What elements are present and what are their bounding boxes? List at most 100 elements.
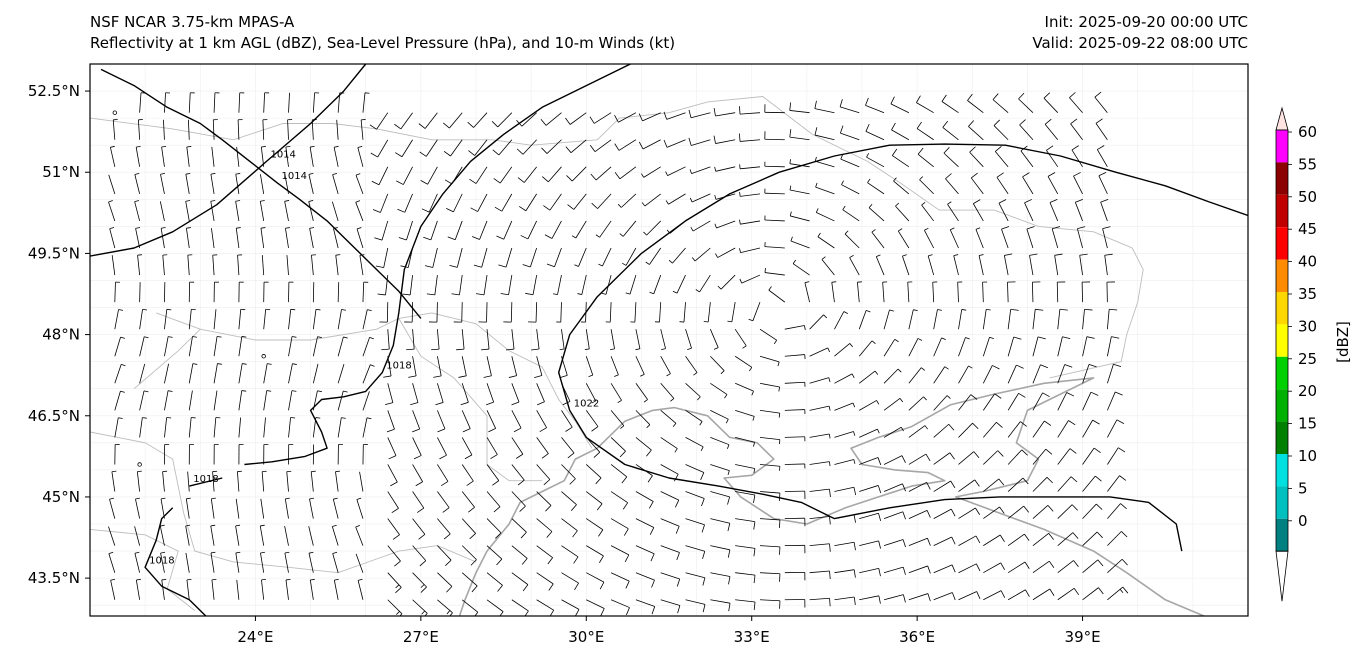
wind-barb xyxy=(187,119,190,140)
wind-barb xyxy=(476,274,488,296)
wind-barb xyxy=(473,247,488,268)
wind-barb xyxy=(834,431,856,438)
colorbar-extend-max xyxy=(1275,106,1289,131)
wind-barb xyxy=(883,309,894,330)
wind-barb xyxy=(531,329,540,351)
wind-barb xyxy=(635,329,641,351)
wind-barb xyxy=(1007,421,1027,438)
colorbar-tick-label: 45 xyxy=(1298,220,1317,238)
wind-barb xyxy=(213,417,221,438)
wind-barb xyxy=(908,565,931,574)
wind-barb xyxy=(332,173,339,194)
wind-barb xyxy=(211,579,217,600)
wind-barb xyxy=(660,491,680,508)
wind-barb xyxy=(1007,589,1030,601)
wind-barb xyxy=(982,393,1002,411)
wind-barb xyxy=(559,329,565,350)
wind-barb xyxy=(520,220,538,240)
colorbar-bin xyxy=(1276,389,1288,422)
wind-barb xyxy=(1102,226,1111,249)
wind-barb xyxy=(739,191,761,197)
wind-barb xyxy=(210,173,216,194)
wind-barb xyxy=(311,254,316,276)
wind-barb xyxy=(238,281,244,303)
wind-barb xyxy=(916,95,934,114)
wind-barb xyxy=(834,343,853,357)
wind-barb xyxy=(235,551,241,573)
wind-barb xyxy=(789,159,810,168)
lon-tick-label: 24°E xyxy=(237,628,273,646)
wind-barb xyxy=(958,451,980,465)
wind-barb xyxy=(577,274,587,295)
wind-barb xyxy=(868,204,885,222)
wind-barb xyxy=(660,464,679,482)
wind-barb xyxy=(1069,92,1083,113)
wind-barb xyxy=(789,185,810,195)
wind-barb xyxy=(834,486,857,496)
wind-barb xyxy=(635,464,653,483)
wind-barb xyxy=(585,383,597,404)
wind-barb xyxy=(919,176,934,195)
wind-barb xyxy=(188,444,194,465)
wind-barb xyxy=(821,256,835,276)
wind-barb xyxy=(451,275,463,296)
wind-barb xyxy=(1104,253,1113,276)
wind-barb xyxy=(739,219,761,225)
wind-barb xyxy=(614,139,637,151)
wind-barb xyxy=(735,572,756,584)
wind-barb xyxy=(1107,447,1126,465)
colorbar-bin xyxy=(1276,454,1288,487)
wind-barb xyxy=(518,193,537,212)
wind-barb xyxy=(1094,91,1108,113)
wind-barb xyxy=(584,329,590,351)
wind-barb xyxy=(839,125,860,141)
wind-barb xyxy=(610,545,630,563)
wind-barb xyxy=(423,220,438,241)
wind-barb xyxy=(284,497,290,519)
wind-barb xyxy=(895,202,910,222)
wind-barb xyxy=(213,336,222,357)
wind-barb xyxy=(262,119,268,140)
wind-barb xyxy=(496,220,513,240)
wind-barb xyxy=(834,402,856,411)
wind-barb xyxy=(485,383,495,406)
wind-barb xyxy=(110,145,116,167)
coastlines xyxy=(458,377,1205,616)
lon-tick-label: 33°E xyxy=(734,628,770,646)
wind-barb xyxy=(536,410,547,433)
wind-barb xyxy=(1032,448,1053,465)
wind-barb xyxy=(337,309,347,330)
wind-barb xyxy=(713,108,736,117)
wind-barb xyxy=(561,464,576,485)
wind-barb xyxy=(164,336,173,357)
wind-barb xyxy=(968,120,984,141)
wind-barb xyxy=(337,444,343,465)
wind-barb xyxy=(883,368,902,384)
wind-barb xyxy=(610,518,629,536)
wind-barb xyxy=(921,201,935,222)
wind-barb xyxy=(610,356,619,377)
wind-barb xyxy=(402,275,413,296)
wind-barb xyxy=(574,247,587,267)
wind-barb xyxy=(933,480,956,492)
wind-barb xyxy=(213,390,218,411)
wind-barb xyxy=(857,281,862,303)
wind-barb xyxy=(135,578,141,600)
wind-barb xyxy=(605,302,612,323)
wind-barb xyxy=(759,572,781,582)
wind-barb xyxy=(831,281,837,303)
wind-barb xyxy=(739,274,761,284)
wind-barb xyxy=(335,470,341,492)
wind-barb xyxy=(635,545,655,562)
wind-barb xyxy=(1073,172,1083,195)
wind-barb xyxy=(883,483,906,492)
wind-barb xyxy=(891,122,910,141)
wind-barb xyxy=(840,154,860,168)
wind-barb xyxy=(1032,588,1055,601)
wind-barb xyxy=(412,437,422,460)
wind-barb xyxy=(362,92,370,113)
wind-barb xyxy=(908,481,931,492)
calm-marker xyxy=(137,462,142,467)
wind-barb xyxy=(933,508,956,519)
wind-barb xyxy=(735,409,755,421)
